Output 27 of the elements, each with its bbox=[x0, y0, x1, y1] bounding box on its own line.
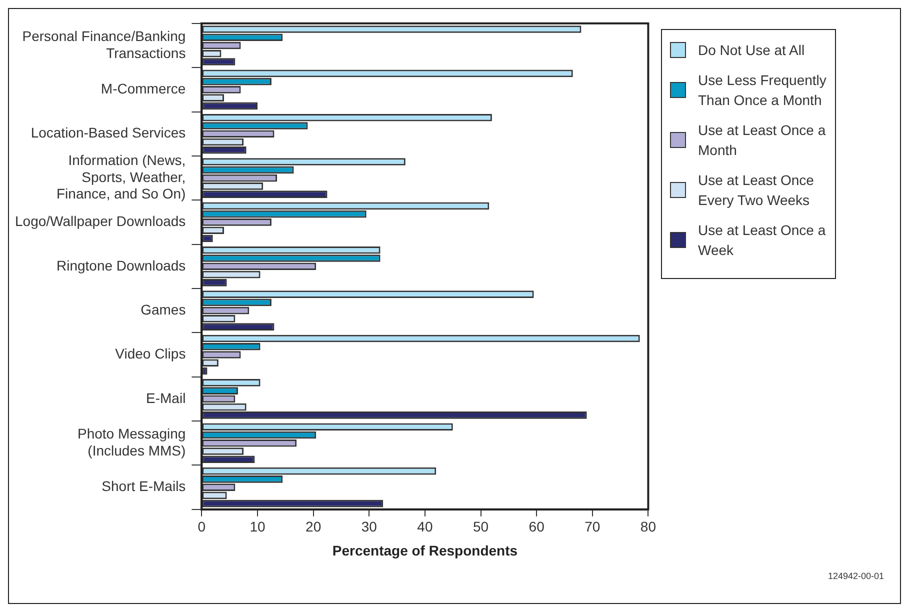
y-tick-label: Photo Messaging (Includes MMS) bbox=[78, 426, 186, 458]
legend-label: Use at Least Once Every Two Weeks bbox=[698, 171, 815, 210]
x-tick-label: 50 bbox=[472, 518, 489, 535]
text: 124942-00-01 bbox=[828, 571, 884, 581]
y-tick-label: Location-Based Services bbox=[30, 124, 186, 141]
y-tick-label: E-Mail bbox=[146, 390, 186, 406]
x-tick-label: 10 bbox=[250, 518, 266, 535]
y-tick-label: Ringtone Downloads bbox=[56, 257, 186, 274]
x-tick-label: 20 bbox=[306, 518, 322, 535]
y-tick-label: Logo/Wallpaper Downloads bbox=[14, 213, 186, 230]
x-axis-title: Percentage of Respondents bbox=[332, 542, 518, 558]
x-tick-label: 30 bbox=[361, 518, 378, 535]
y-tick-label: Games bbox=[140, 301, 186, 318]
x-tick-label: 80 bbox=[640, 518, 656, 535]
y-tick-label: M-Commerce bbox=[100, 80, 186, 97]
legend-label: Do Not Use at All bbox=[698, 41, 805, 60]
y-tick-label: Personal Finance/Banking Transactions bbox=[22, 28, 186, 61]
x-tick-label: 60 bbox=[528, 518, 545, 535]
x-tick-label: 70 bbox=[584, 518, 600, 535]
y-tick-label: Information (News, Sports, Weather, Finance, and So On) bbox=[56, 152, 186, 202]
legend-label: Use Less Frequently Than Once a Month bbox=[698, 71, 827, 110]
legend-label: Use at Least Once a Week bbox=[698, 221, 827, 260]
x-tick-label: 40 bbox=[417, 518, 433, 535]
legend-label: Use at Least Once a Month bbox=[698, 121, 827, 160]
y-tick-label: Short E-Mails bbox=[102, 478, 186, 494]
y-tick-label: Video Clips bbox=[115, 346, 186, 362]
x-tick-label: 0 bbox=[198, 518, 206, 535]
